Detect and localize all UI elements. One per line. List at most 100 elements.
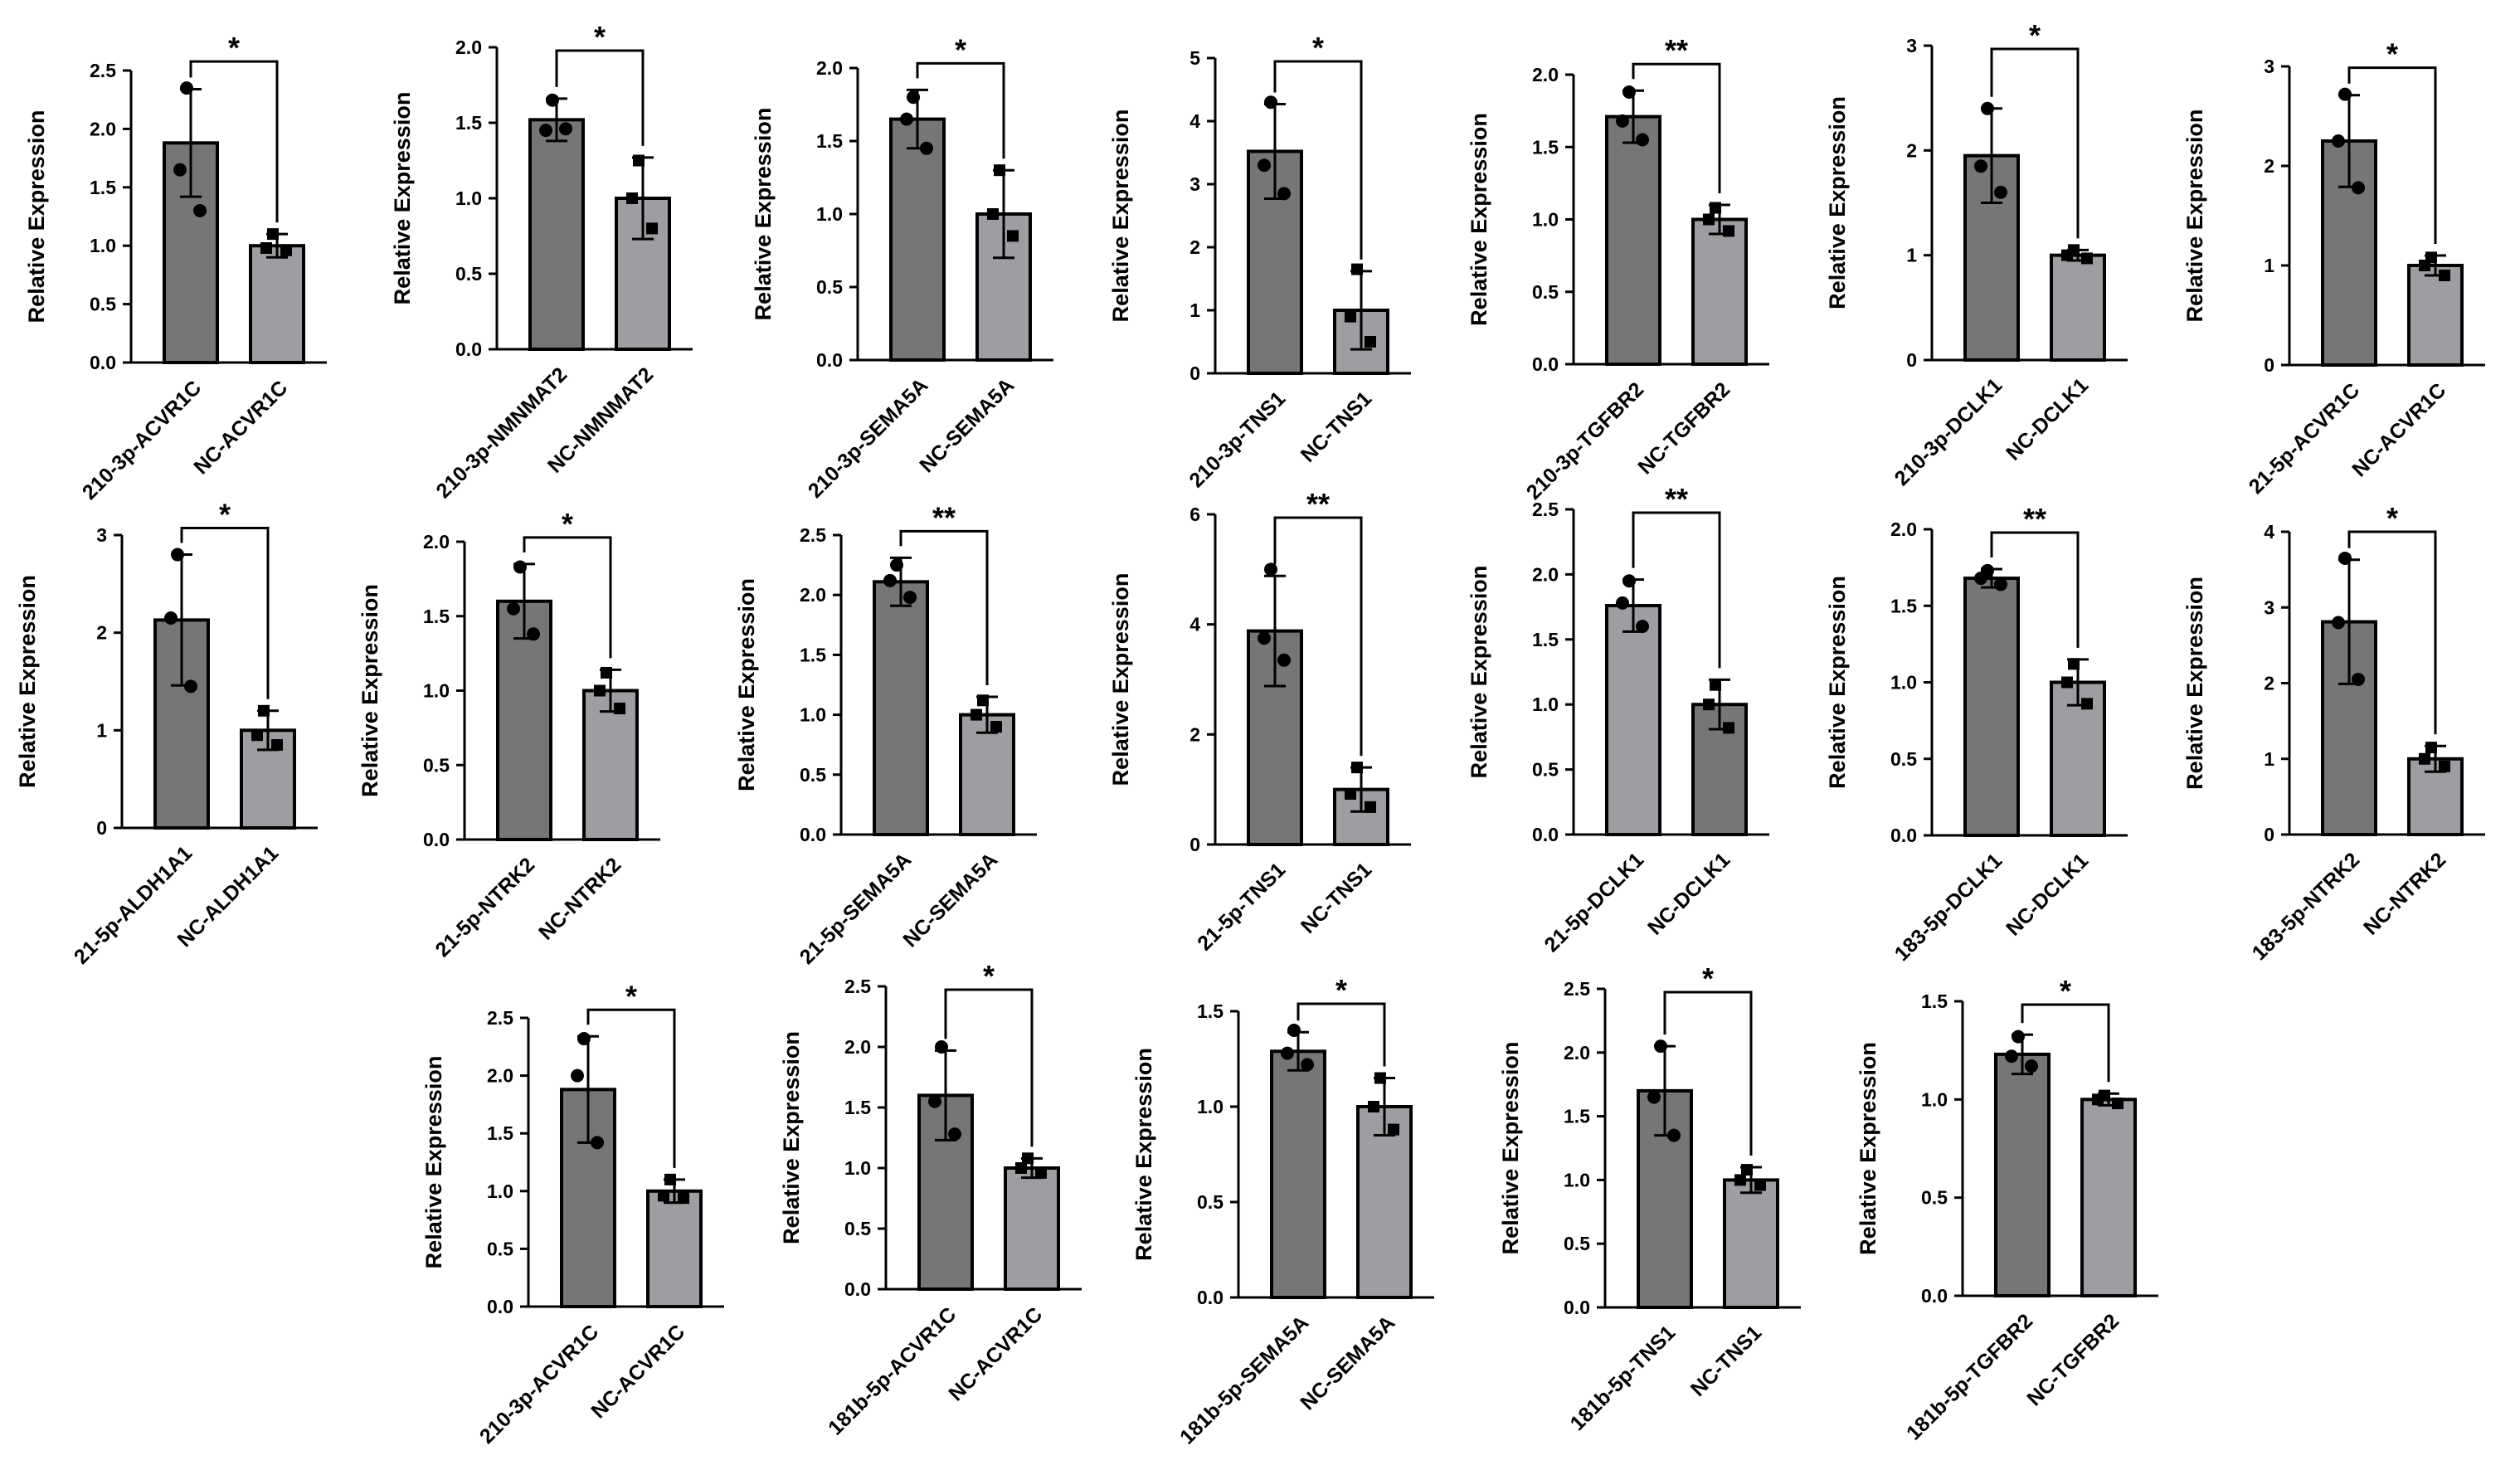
x-tick-label: NC-DCLK1 <box>2002 373 2093 465</box>
significance-label: ** <box>1665 482 1688 516</box>
y-tick-label: 2 <box>1189 236 1200 258</box>
bar-control <box>1723 1178 1779 1310</box>
y-axis-label: Relative Expression <box>1131 1048 1156 1261</box>
significance-label: * <box>1335 973 1347 1007</box>
chart-panel-18: 0.0 0.5 1.0 1.5 2.0 2.5 Relative Expression 181… <box>1498 961 1801 1435</box>
significance-bracket <box>1990 47 2080 239</box>
x-tick-label: 181b-5p-SEMA5A <box>1175 1311 1313 1448</box>
x-tick-label: 210-3p-SEMA5A <box>804 373 932 502</box>
x-tick-label: NC-TNS1 <box>1296 858 1376 937</box>
data-point <box>1388 1123 1399 1136</box>
significance-label: * <box>1312 31 1324 65</box>
y-axis-label: Relative Expression <box>1856 1042 1880 1255</box>
y-tick-label: 2.5 <box>487 1007 513 1029</box>
y-tick-label: 1.0 <box>800 704 826 726</box>
chart-panel-19: 0.0 0.5 1.0 1.5 Relative Expression 181b-5p-T… <box>1856 974 2158 1445</box>
y-axis-label: Relative Expression <box>421 1056 446 1269</box>
y-axis-label: Relative Expression <box>358 584 382 797</box>
y-tick-label: 0.0 <box>423 829 450 850</box>
data-point <box>527 627 540 641</box>
data-point <box>1647 1090 1661 1104</box>
data-point <box>1754 1179 1766 1191</box>
bar-treatment <box>528 118 585 352</box>
y-tick-label: 0 <box>1906 349 1917 371</box>
data-point <box>1264 95 1277 110</box>
x-tick-label: 21-5p-DCLK1 <box>1540 848 1648 956</box>
data-point <box>971 708 982 721</box>
y-tick-label: 1.0 <box>1921 1088 1948 1110</box>
y-tick-label: 1.0 <box>487 1180 513 1202</box>
y-tick-label: 0.0 <box>800 824 826 845</box>
bar-treatment <box>1247 629 1303 846</box>
y-tick-label: 0 <box>1189 834 1200 855</box>
bar-treatment <box>1270 1049 1326 1300</box>
data-point <box>994 164 1005 177</box>
y-tick-label: 0.0 <box>90 352 116 373</box>
data-point <box>2439 270 2450 281</box>
x-tick-label: 181b-5p-ACVR1C <box>824 1302 961 1439</box>
bar-control <box>2407 264 2464 367</box>
data-point <box>280 244 292 256</box>
data-point <box>1636 620 1649 634</box>
data-point <box>890 558 903 572</box>
y-tick-label: 1.5 <box>816 130 843 152</box>
data-point <box>1741 1164 1753 1176</box>
y-tick-label: 3 <box>1906 35 1917 56</box>
x-tick-label: 210-3p-TNS1 <box>1185 387 1290 492</box>
chart-panel-13: 0.0 0.5 1.0 1.5 2.0 Relative Expression 183-5p… <box>1825 502 2128 966</box>
data-point <box>1351 263 1363 275</box>
bar-control <box>646 1189 703 1309</box>
data-point <box>658 1190 669 1202</box>
data-point <box>1703 213 1715 226</box>
y-axis-label: Relative Expression <box>1108 110 1133 323</box>
data-point <box>180 81 193 95</box>
data-point <box>928 1094 941 1108</box>
y-tick-label: 0.5 <box>455 263 482 285</box>
x-tick-label: 21-5p-ALDH1A1 <box>70 841 197 968</box>
data-point <box>2425 742 2437 754</box>
data-point <box>1287 1024 1301 1037</box>
data-point <box>2092 1093 2104 1106</box>
x-tick-label: 21-5p-SEMA5A <box>795 848 917 969</box>
bar-control <box>2050 680 2106 837</box>
data-point <box>513 560 527 574</box>
data-point <box>920 141 933 155</box>
y-tick-label: 0.0 <box>1921 1285 1948 1307</box>
y-tick-label: 0 <box>96 817 107 839</box>
y-tick-label: 5 <box>1189 47 1200 69</box>
significance-label: ** <box>932 500 956 534</box>
x-tick-label: NC-DCLK1 <box>2002 849 2093 940</box>
y-tick-label: 2.0 <box>844 1036 871 1058</box>
data-point <box>633 154 645 167</box>
data-point <box>614 703 625 715</box>
data-point <box>1365 801 1376 813</box>
data-point <box>2332 616 2345 630</box>
y-tick-label: 2.0 <box>423 531 450 552</box>
data-point <box>1015 1162 1027 1174</box>
y-tick-label: 1.0 <box>423 680 450 702</box>
data-point <box>1636 133 1649 147</box>
data-point <box>571 1068 584 1083</box>
bar-control <box>1691 217 1748 366</box>
significance-bracket <box>1273 516 1363 757</box>
significance-bracket <box>1273 60 1363 260</box>
data-point <box>664 1173 676 1185</box>
significance-bracket <box>2347 530 2437 735</box>
data-point <box>646 222 658 235</box>
data-point <box>1258 631 1271 645</box>
y-tick-label: 1.5 <box>1532 629 1559 650</box>
y-tick-label: 2.0 <box>1532 563 1559 585</box>
significance-bracket <box>2347 66 2437 244</box>
data-point <box>883 573 897 587</box>
significance-label: * <box>2386 501 2398 535</box>
x-tick-label: NC-TGFBR2 <box>1633 377 1734 479</box>
significance-label: * <box>562 507 573 541</box>
y-axis-label: Relative Expression <box>1825 96 1850 309</box>
x-tick-label: 181b-5p-TNS1 <box>1566 1321 1681 1435</box>
significance-bracket <box>189 60 279 223</box>
data-point <box>907 90 920 105</box>
x-tick-label: 181b-5p-TGFBR2 <box>1902 1309 2037 1444</box>
y-tick-label: 0.5 <box>800 764 826 786</box>
